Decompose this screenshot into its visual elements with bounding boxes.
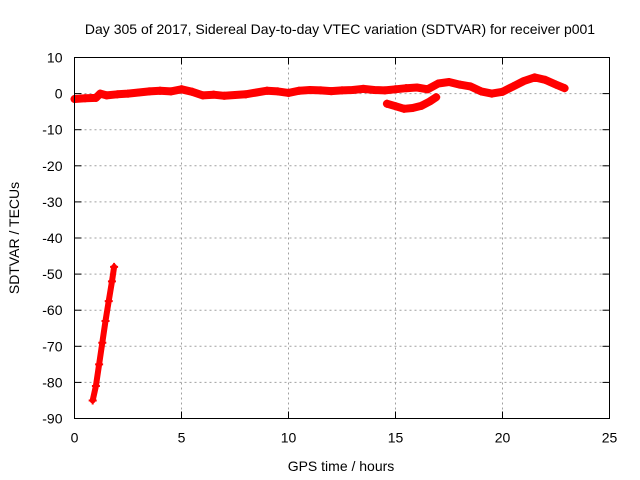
data-point [316,86,325,95]
data-point [541,75,550,84]
data-point [156,86,165,95]
data-point [509,82,518,91]
data-point [107,277,116,286]
data-point [402,84,411,93]
data-point [241,90,250,99]
data-point [145,87,154,96]
x-tick-label: 25 [602,430,618,446]
data-point [400,104,409,113]
series-0 [70,73,569,104]
y-tick-label: -80 [42,374,62,390]
y-tick-label: 10 [47,50,63,66]
data-point [263,86,272,95]
data-point [423,85,432,94]
data-point [113,90,122,99]
data-point [391,85,400,94]
y-tick-label: -30 [42,194,62,210]
data-point [380,86,389,95]
x-tick-label: 15 [388,430,404,446]
y-axis-label: SDTVAR / TECUs [6,182,22,294]
data-point [560,84,569,93]
data-point [305,85,314,94]
data-point [445,78,453,87]
y-tick-label: -50 [42,266,62,282]
data-point [231,91,239,100]
y-tick-label: -20 [42,158,62,174]
series-layer [70,73,569,405]
data-point [530,73,539,82]
data-point [284,88,293,97]
data-point [166,87,175,96]
data-point [177,85,186,94]
data-point [382,99,391,108]
data-point [101,317,110,326]
y-tick-label: -70 [42,338,62,354]
data-point [348,85,357,94]
data-point [408,104,417,113]
y-tick-label: -40 [42,230,62,246]
series-1 [382,93,441,113]
data-point [519,76,528,85]
data-point [91,382,100,391]
data-point [552,80,560,89]
data-point [455,80,464,89]
data-point [104,297,113,306]
data-point [91,93,100,102]
data-point [359,84,368,93]
grid-layer [74,57,610,419]
data-point [391,102,400,111]
data-point [487,89,496,98]
y-tick-label: 0 [55,86,63,102]
tick-layer: 0 5 10 15 20 25 10 0 -10 -20 -30 -40 -50 -60 -70 -80 -90 [42,50,617,446]
data-point [417,101,426,110]
data-point [95,360,104,369]
data-point [295,86,304,95]
x-tick-label: 0 [71,430,79,446]
y-tick-label: -90 [42,411,62,427]
data-point [327,87,336,96]
data-point [134,88,143,97]
data-point [477,87,486,96]
data-point [434,79,443,88]
chart-title: Day 305 of 2017, Sidereal Day-to-day VTE… [85,21,595,37]
data-point [370,85,379,94]
data-point [96,89,105,98]
series-band [89,263,118,404]
data-point [412,83,421,92]
data-point [466,82,475,91]
data-point [110,262,119,271]
data-point [124,89,132,98]
data-point [498,87,507,96]
data-point [425,97,434,106]
data-point [273,87,282,96]
x-axis-label: GPS time / hours [288,458,395,474]
y-tick-label: -60 [42,302,62,318]
x-tick-label: 10 [281,430,297,446]
data-point [102,91,111,100]
data-point [98,338,107,347]
data-point [81,94,90,103]
data-point [209,90,218,99]
data-point [252,88,261,97]
data-point [188,87,197,96]
x-tick-label: 20 [495,430,511,446]
y-tick-label: -10 [42,122,62,138]
data-point [198,91,207,100]
data-point [220,91,229,100]
data-point [338,86,346,95]
data-point [432,93,441,102]
data-point [88,396,97,405]
series-2 [88,262,119,405]
x-tick-label: 5 [178,430,186,446]
